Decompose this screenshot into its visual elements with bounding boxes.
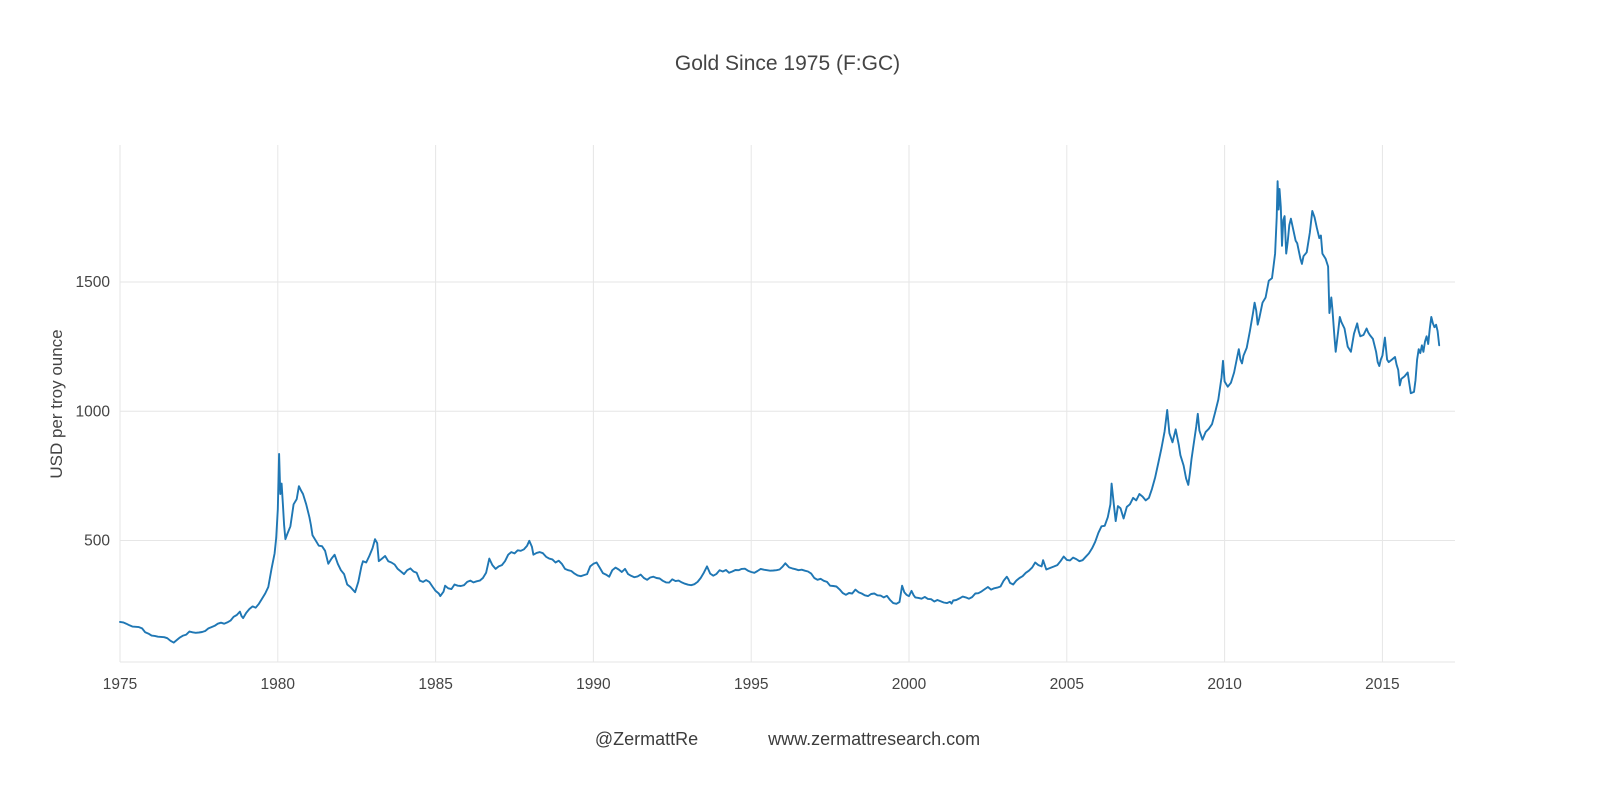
footer-url: www.zermattresearch.com	[768, 729, 981, 749]
x-tick-label: 2015	[1365, 676, 1399, 693]
y-tick-label: 1500	[76, 274, 111, 291]
x-tick-label: 2000	[892, 676, 927, 693]
chart-footer: @ZermattRe www.zermattresearch.com	[0, 729, 1575, 750]
y-tick-label: 500	[84, 533, 110, 550]
x-tick-label: 2010	[1207, 676, 1242, 693]
price-line	[119, 180, 1441, 644]
x-tick-label: 1975	[103, 676, 137, 693]
y-tick-label: 1000	[76, 403, 111, 420]
x-tick-label: 1980	[261, 676, 296, 693]
x-tick-label: 1985	[418, 676, 452, 693]
chart-title: Gold Since 1975 (F:GC)	[674, 52, 901, 75]
x-tick-label: 1995	[734, 676, 768, 693]
x-tick-label: 2005	[1050, 676, 1084, 693]
footer-handle: @ZermattRe	[594, 729, 699, 749]
x-tick-label: 1990	[576, 676, 611, 693]
